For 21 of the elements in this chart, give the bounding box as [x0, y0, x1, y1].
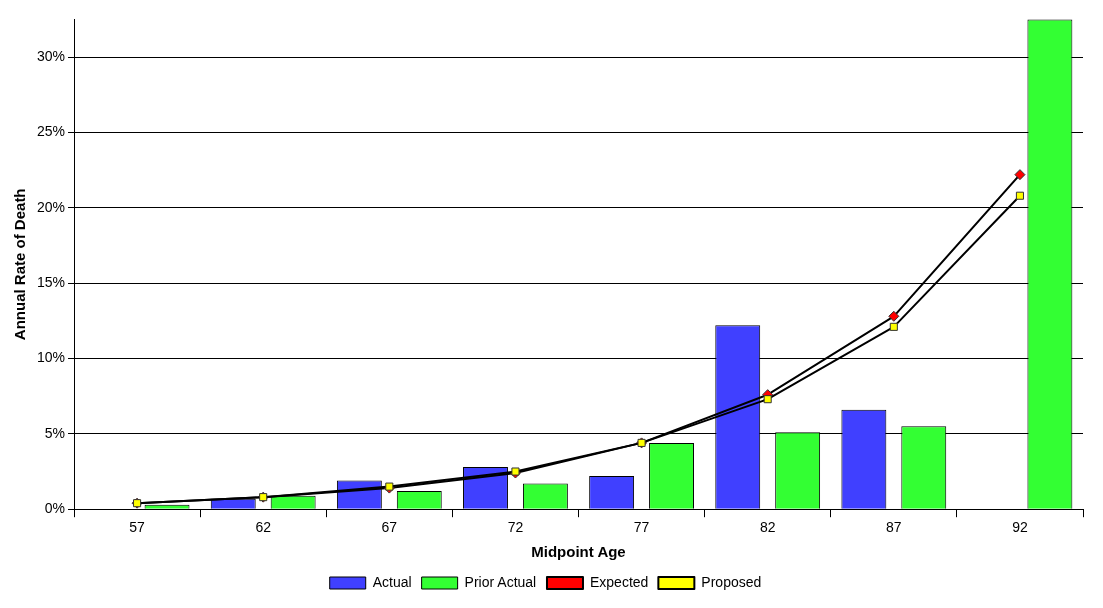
- y-tick-label: 10%: [36, 349, 66, 366]
- y-axis-title: Annual Rate of Death: [11, 188, 29, 341]
- legend-label: Actual: [372, 573, 412, 590]
- y-tick-label: 15%: [36, 274, 66, 290]
- legend-label: Expected: [589, 573, 649, 590]
- x-tick-label: 77: [633, 519, 650, 536]
- y-tick-label: 20%: [36, 198, 66, 215]
- x-tick-label: 92: [1012, 519, 1028, 536]
- y-tick-label: 25%: [36, 123, 66, 140]
- x-tick-label: 67: [381, 519, 398, 536]
- y-tick-label: 5%: [44, 424, 66, 441]
- legend-label: Proposed: [701, 573, 762, 590]
- x-tick-label: 72: [507, 519, 524, 536]
- x-tick-label: 82: [759, 519, 776, 536]
- x-tick-label: 62: [255, 519, 272, 536]
- y-tick-label: 0%: [44, 500, 66, 517]
- y-tick-label: 30%: [36, 47, 66, 64]
- x-tick-label: 87: [886, 519, 902, 536]
- x-tick-label: 57: [129, 519, 146, 536]
- x-axis-title: Midpoint Age: [531, 543, 626, 561]
- legend-label: Prior Actual: [464, 573, 537, 590]
